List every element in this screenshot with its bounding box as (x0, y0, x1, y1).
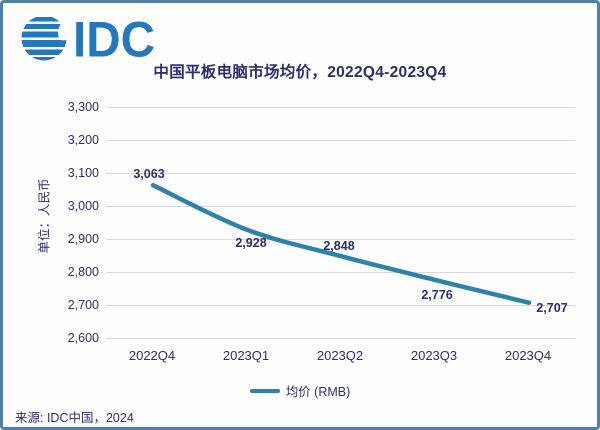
chart-title: 中国平板电脑市场均价，2022Q4-2023Q4 (153, 64, 447, 81)
y-tick-label: 2,800 (67, 265, 99, 279)
gridline (106, 107, 575, 108)
y-tick-label: 3,200 (67, 133, 99, 147)
x-tick-label: 2023Q1 (222, 348, 270, 363)
gridline (106, 272, 575, 273)
legend: 均价 (RMB) (3, 381, 597, 400)
idc-logo: IDC (21, 12, 155, 64)
data-label: 2,776 (421, 288, 453, 302)
x-tick-label: 2023Q3 (410, 348, 458, 363)
gridline (106, 305, 575, 306)
x-tick-label: 2022Q4 (128, 348, 176, 363)
plot-area: 3,300 3,200 3,100 3,000 2,900 2,800 2,70… (3, 3, 597, 427)
y-tick-label: 3,300 (67, 100, 99, 114)
data-label: 3,063 (133, 167, 165, 181)
gridline (106, 206, 575, 207)
y-tick-label: 3,100 (67, 166, 99, 180)
data-label: 2,848 (323, 239, 355, 253)
y-tick-label: 2,900 (67, 232, 99, 246)
gridline (106, 239, 575, 240)
x-tick-label: 2023Q2 (316, 348, 364, 363)
idc-logo-text: IDC (73, 12, 155, 64)
price-line-chart (150, 182, 532, 305)
y-tick-label: 2,700 (67, 298, 99, 312)
x-tick-label: 2023Q4 (504, 348, 552, 363)
data-label: 2,928 (235, 236, 267, 250)
data-label: 2,707 (536, 301, 568, 315)
legend-line-swatch-icon (249, 388, 280, 393)
source-note: 来源: IDC中国，2024 (15, 411, 134, 425)
gridline (106, 338, 575, 339)
y-tick-label: 2,600 (67, 331, 99, 345)
gridline (106, 173, 575, 174)
price-line (150, 182, 532, 305)
legend-label: 均价 (RMB) (285, 385, 351, 399)
y-tick-label: 3,000 (67, 199, 99, 213)
gridline (106, 140, 575, 141)
